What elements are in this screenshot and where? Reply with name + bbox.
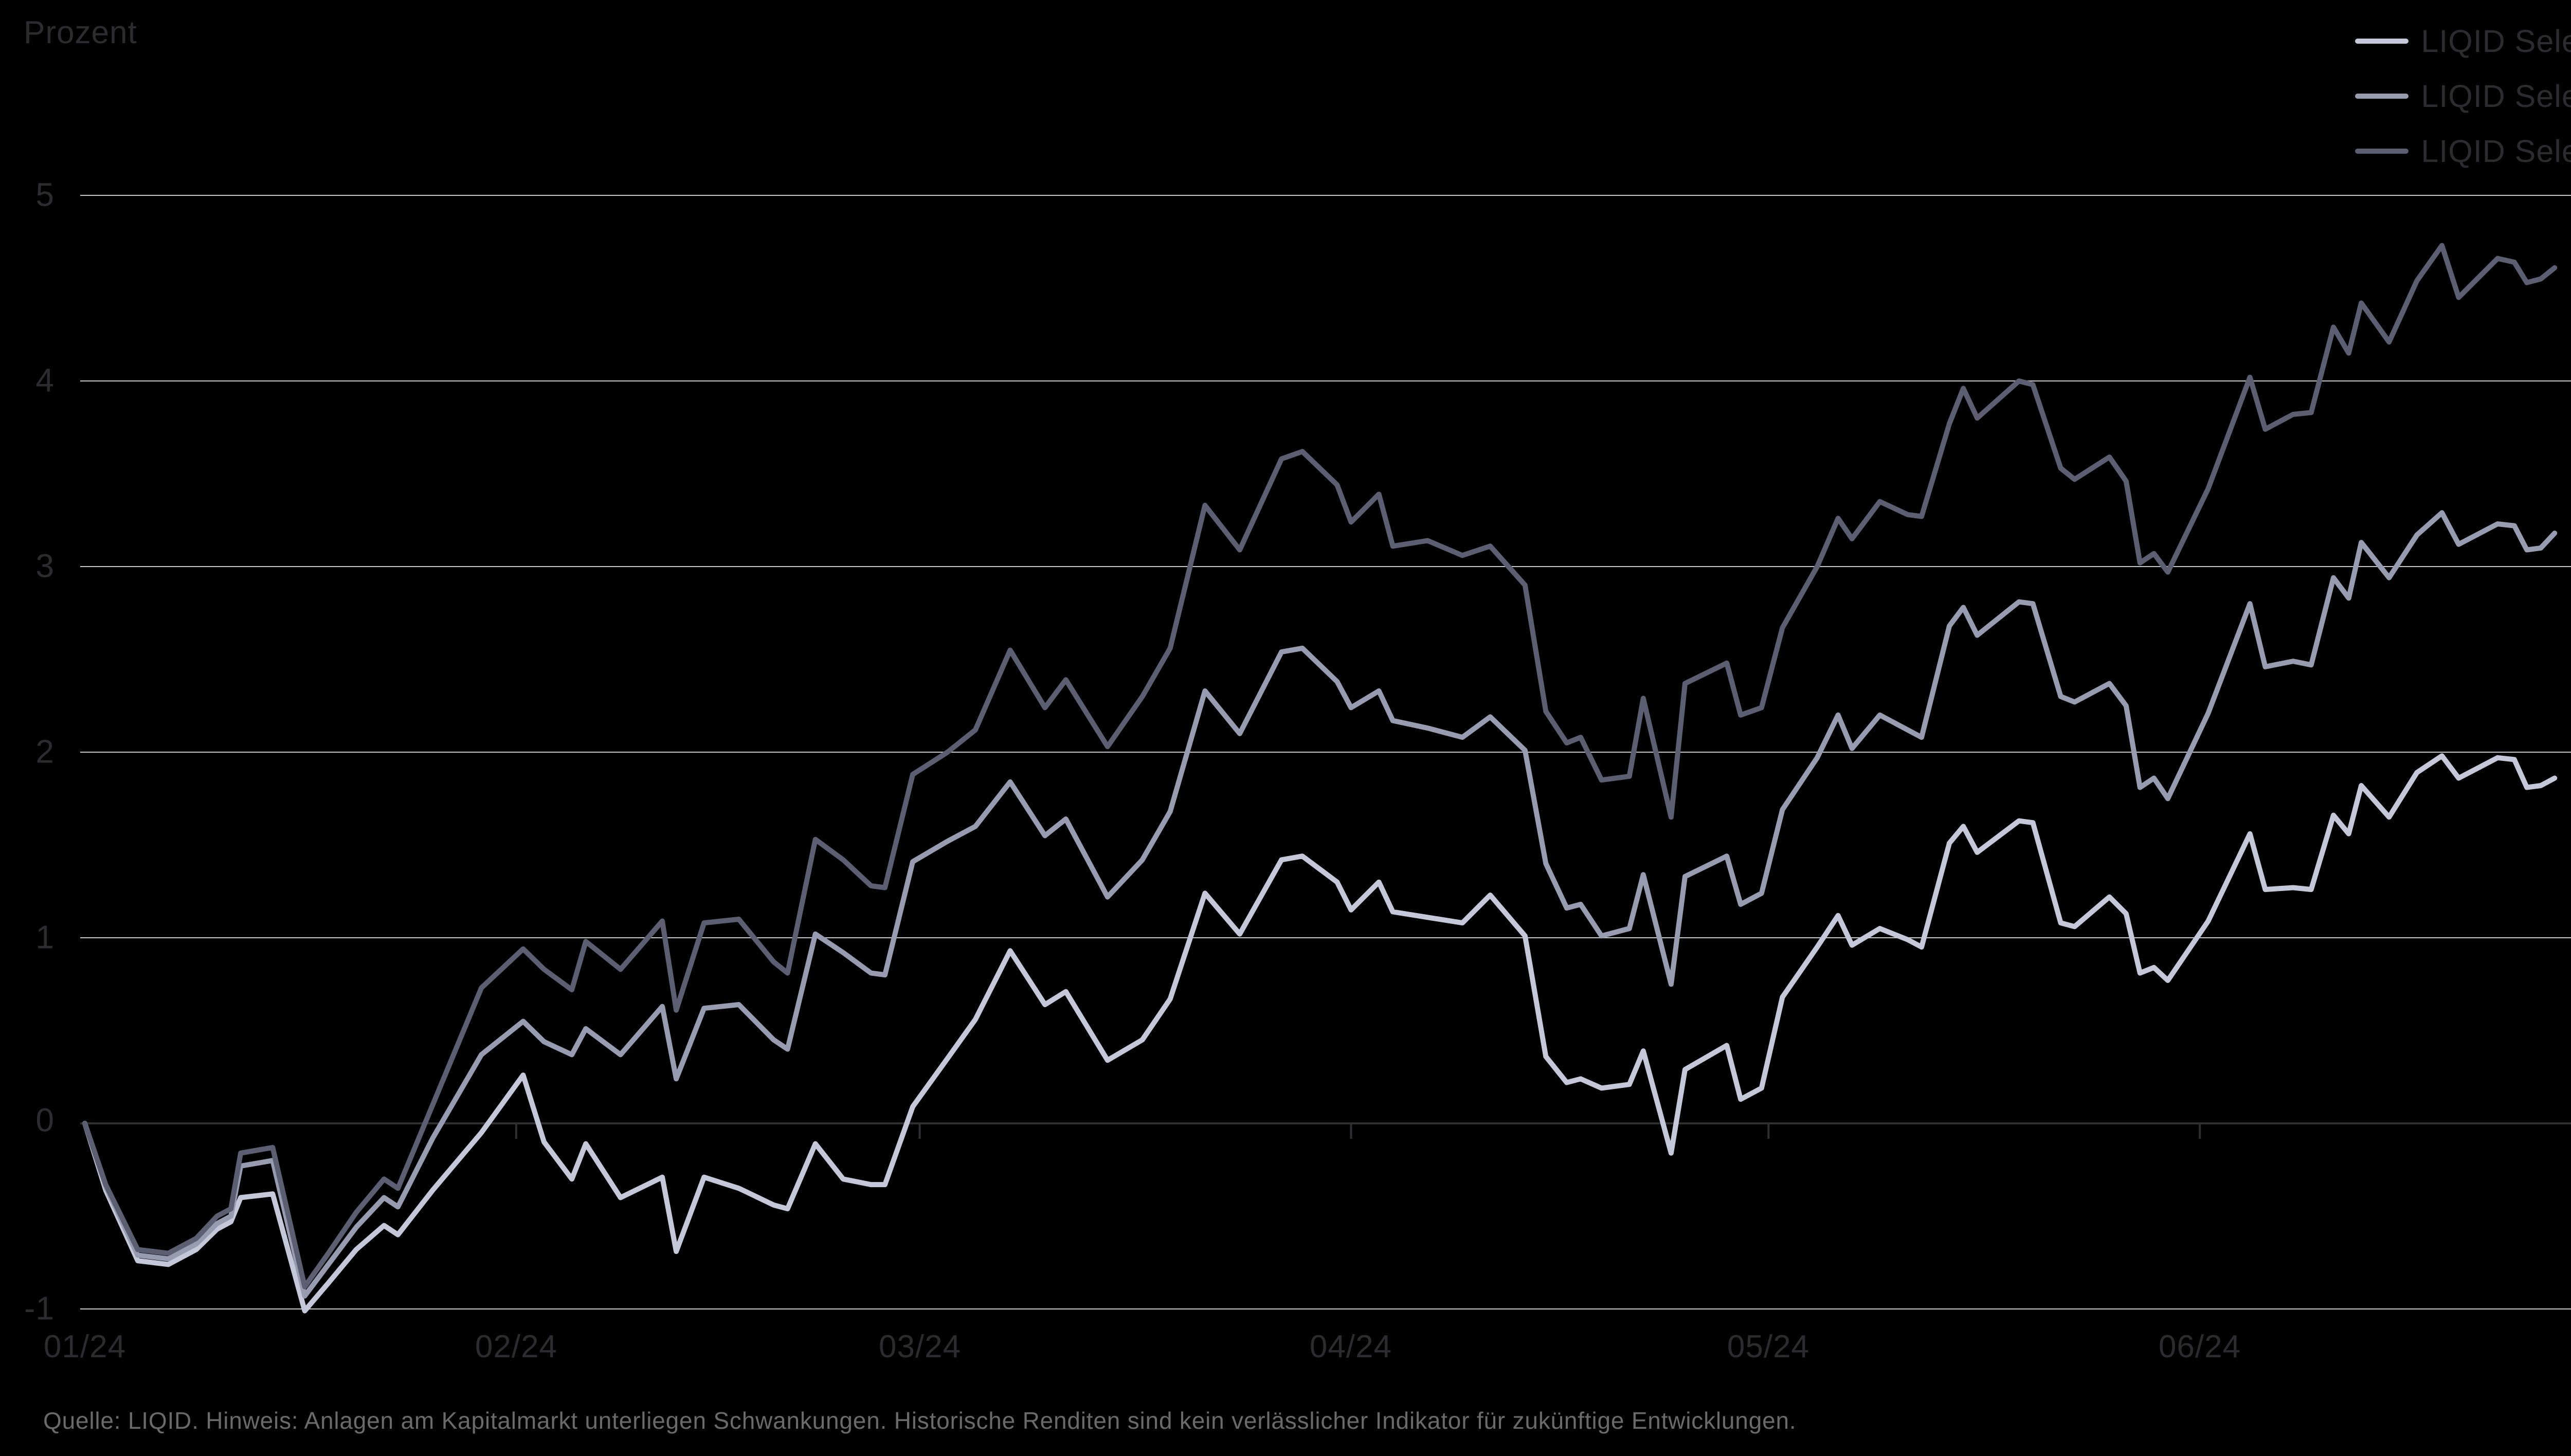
x-tick-label-may: 05/24 [1727, 1329, 1810, 1364]
gridlines [80, 195, 2571, 1309]
legend-swatch-select30-icon [2355, 148, 2409, 154]
legend-label-select10: LIQID Select 10 [2421, 23, 2571, 59]
series-lines [82, 243, 2558, 1314]
x-tick-label-feb: 02/24 [475, 1329, 558, 1364]
y-tick-label-1: 1 [35, 918, 55, 956]
legend-item-select20: LIQID Select 20 [2355, 68, 2571, 123]
y-tick-label-3: 3 [35, 547, 55, 585]
x-tick-label-jun: 06/24 [2158, 1329, 2241, 1364]
legend-label-select20: LIQID Select 20 [2421, 78, 2571, 114]
line-liqid-select-10 [82, 753, 2558, 1314]
line-liqid-select-20 [82, 510, 2558, 1299]
legend-label-select30: LIQID Select 30 [2421, 133, 2571, 169]
legend: LIQID Select 10 LIQID Select 20 LIQID Se… [2355, 13, 2571, 178]
legend-swatch-select10-icon [2355, 38, 2409, 44]
y-tick-label-2: 2 [35, 733, 55, 770]
legend-item-select30: LIQID Select 30 [2355, 123, 2571, 178]
y-tick-label-4: 4 [35, 361, 55, 399]
x-tick-label-mar: 03/24 [878, 1329, 962, 1364]
y-tick-label-5: 5 [35, 176, 55, 213]
x-tick-label-apr: 04/24 [1309, 1329, 1392, 1364]
y-tick-label-minus1: -1 [24, 1289, 55, 1327]
y-tick-label-0: 0 [35, 1101, 55, 1139]
source-disclaimer-text: Quelle: LIQID. Hinweis: Anlagen am Kapit… [43, 1407, 1797, 1434]
zero-axis [80, 1122, 2571, 1139]
legend-swatch-select20-icon [2355, 93, 2409, 99]
x-tick-label-jan: 01/24 [43, 1329, 126, 1364]
x-tick-label-jul: 07/24 [2550, 1328, 2571, 1365]
y-axis-title: Prozent [24, 15, 137, 50]
legend-item-select10: LIQID Select 10 [2355, 13, 2571, 68]
line-liqid-select-30 [82, 243, 2558, 1289]
